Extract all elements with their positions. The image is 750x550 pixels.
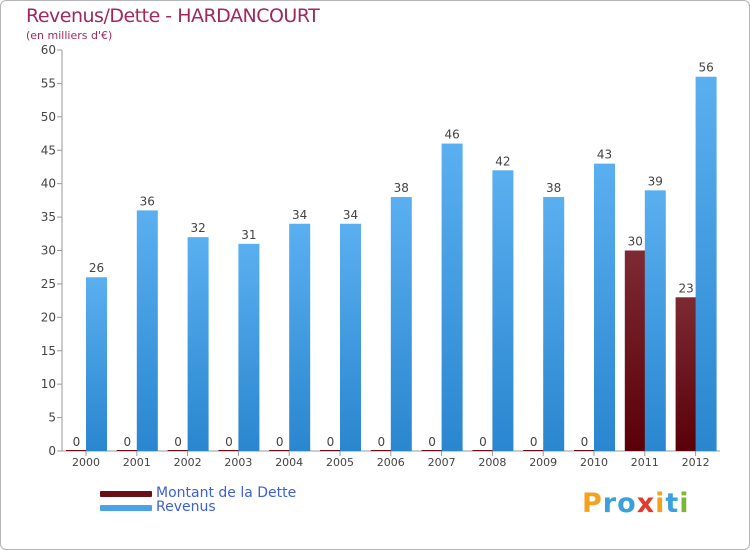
data-label-debt: 0	[276, 435, 284, 449]
data-label-revenue: 31	[241, 228, 256, 242]
data-label-debt: 0	[530, 435, 538, 449]
data-label-debt: 30	[628, 235, 643, 249]
x-tick-label: 2012	[682, 456, 710, 469]
y-tick-label: 50	[41, 110, 56, 124]
bar-debt	[218, 450, 240, 451]
bar-revenue	[289, 223, 311, 451]
x-tick-label: 2003	[224, 456, 252, 469]
x-tick-label: 2006	[377, 456, 405, 469]
data-label-revenue: 38	[394, 181, 409, 195]
data-label-debt: 23	[678, 281, 693, 295]
data-labels-group: 0 26 0 36 0 32 0 31 0 34 0 34 0 38 0 46 0 42 0 38 0 43 30 39 23 5…	[73, 61, 714, 449]
data-label-revenue: 43	[597, 148, 612, 162]
bar-debt	[574, 450, 595, 451]
data-label-revenue: 34	[343, 208, 358, 222]
x-tick-label: 2005	[326, 456, 354, 469]
bar-debt	[66, 450, 87, 451]
data-label-revenue: 46	[444, 128, 459, 142]
bar-debt	[320, 450, 341, 451]
bar-revenue	[390, 197, 412, 451]
bar-revenue	[86, 277, 107, 451]
bar-debt	[370, 450, 392, 451]
y-tick-label: 55	[41, 76, 56, 90]
y-tick-label: 5	[48, 411, 56, 425]
logo-letter: P	[582, 488, 603, 519]
y-tick-label: 60	[41, 43, 56, 57]
data-label-revenue: 34	[292, 208, 307, 222]
data-label-debt: 0	[428, 435, 436, 449]
x-tick-label: 2002	[174, 456, 202, 469]
bar-revenue	[492, 170, 514, 452]
bar-debt	[167, 450, 189, 451]
x-tick-label: 2000	[72, 456, 100, 469]
x-tick-label: 2010	[580, 456, 608, 469]
data-label-debt: 0	[327, 435, 335, 449]
legend-swatch-debt	[100, 491, 152, 497]
bar-revenue	[441, 143, 463, 452]
data-label-debt: 0	[581, 435, 589, 449]
bar-debt	[269, 450, 291, 451]
logo-letter: i	[655, 488, 666, 519]
y-tick-label: 40	[41, 177, 56, 191]
bars-group	[66, 76, 717, 452]
data-label-debt: 0	[479, 435, 487, 449]
x-tick-label: 2007	[428, 456, 456, 469]
y-tick-label: 0	[48, 444, 56, 458]
proxiti-logo: Proxiti	[582, 488, 690, 519]
x-tick-label: 2011	[631, 456, 659, 469]
chart-subtitle: (en milliers d'€)	[26, 29, 113, 42]
logo-letter: o	[617, 488, 637, 519]
bar-revenue	[543, 197, 565, 451]
x-tick-label: 2008	[478, 456, 506, 469]
y-tick-label: 15	[41, 344, 56, 358]
bar-revenue	[238, 243, 260, 451]
y-tick-label: 35	[41, 210, 56, 224]
data-label-revenue: 36	[140, 194, 155, 208]
logo-letter: t	[665, 488, 680, 519]
bar-revenue	[136, 210, 158, 451]
bar-revenue	[695, 76, 717, 451]
bar-debt	[624, 250, 646, 451]
bar-revenue	[594, 163, 615, 451]
logo-letter: x	[636, 488, 656, 519]
bar-revenue	[187, 237, 209, 451]
x-tick-label: 2009	[529, 456, 557, 469]
bar-debt	[675, 297, 697, 451]
bar-revenue	[340, 223, 361, 451]
bar-revenue	[644, 190, 666, 451]
bar-debt	[116, 450, 138, 451]
legend-swatch-revenue	[100, 505, 152, 511]
data-label-revenue: 39	[648, 174, 663, 188]
logo-letter: i	[679, 488, 690, 519]
data-label-revenue: 26	[89, 261, 104, 275]
data-label-debt: 0	[225, 435, 233, 449]
data-label-revenue: 42	[495, 154, 510, 168]
x-tick-label: 2001	[123, 456, 151, 469]
logo-letter: r	[602, 488, 618, 519]
data-label-revenue: 32	[190, 221, 205, 235]
bar-debt	[472, 450, 494, 451]
x-tick-label: 2004	[275, 456, 303, 469]
legend-label-debt: Montant de la Dette	[156, 485, 297, 501]
data-label-debt: 0	[377, 435, 385, 449]
chart-title: Revenus/Dette - HARDANCOURT	[26, 5, 320, 27]
data-label-debt: 0	[123, 435, 131, 449]
data-label-debt: 0	[73, 435, 81, 449]
legend-label-revenue: Revenus	[156, 499, 216, 515]
y-tick-label: 10	[41, 377, 56, 391]
bar-debt	[421, 450, 443, 451]
axes: 0 5 10 15 20 25 30 35 40 45 50 55 60 2000 2001 2002 2003…	[41, 43, 720, 469]
data-label-revenue: 38	[546, 181, 561, 195]
y-tick-label: 45	[41, 143, 56, 157]
bar-debt	[523, 450, 545, 451]
y-tick-label: 25	[41, 277, 56, 291]
y-tick-label: 30	[41, 244, 56, 258]
data-label-debt: 0	[174, 435, 182, 449]
y-tick-label: 20	[41, 310, 56, 324]
data-label-revenue: 56	[698, 61, 713, 75]
